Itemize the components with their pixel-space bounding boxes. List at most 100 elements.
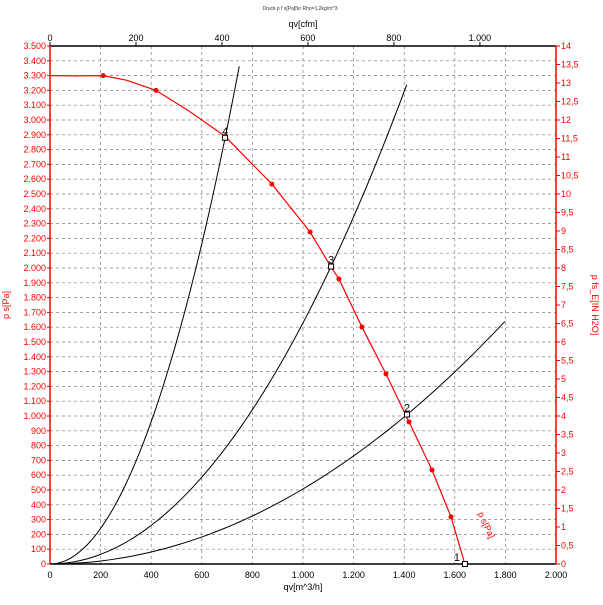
y2-tick-label: 13,5 xyxy=(561,60,579,70)
operating-point-label: 2 xyxy=(404,403,410,415)
x2-tick-label: 600 xyxy=(300,33,315,43)
y-tick-label: 2.500 xyxy=(23,189,46,199)
operating-point-label: 4 xyxy=(222,126,228,138)
y2-tick-label: 11,5 xyxy=(561,134,578,144)
x2-tick-label: 800 xyxy=(386,33,401,43)
y2-tick-label: 7 xyxy=(561,300,566,310)
fan-curve-marker xyxy=(448,514,454,520)
y2-tick-label: 2,5 xyxy=(561,467,574,477)
y-tick-label: 1.400 xyxy=(23,352,46,362)
y2-tick-label: 0 xyxy=(561,559,566,569)
fan-curve-marker xyxy=(336,276,342,282)
y-tick-label: 2.700 xyxy=(23,159,46,169)
y2-tick-label: 8,5 xyxy=(561,245,574,255)
y-tick-label: 800 xyxy=(31,441,46,451)
y2-tick-label: 4 xyxy=(561,411,566,421)
y-tick-label: 1.300 xyxy=(23,367,46,377)
fan-curve-marker xyxy=(429,467,435,473)
x-tick-label: 2.000 xyxy=(545,570,568,580)
y-tick-label: 1.800 xyxy=(23,293,46,303)
y-tick-label: 2.200 xyxy=(23,233,46,243)
y2-tick-label: 12 xyxy=(561,115,571,125)
x-tick-label: 1.400 xyxy=(393,570,416,580)
y-tick-label: 600 xyxy=(31,470,46,480)
x-tick-label: 0 xyxy=(47,570,52,580)
fan-curve-marker xyxy=(307,229,313,235)
y2-tick-label: 14 xyxy=(561,41,571,51)
y-tick-label: 3.000 xyxy=(23,115,46,125)
x-axis-label: qv[m^3/h] xyxy=(284,582,323,592)
operating-point xyxy=(461,561,468,567)
y-tick-label: 1.500 xyxy=(23,337,46,347)
fan-curve-label: p s[Pa] xyxy=(476,510,497,540)
fan-curve xyxy=(49,74,466,565)
system-curve xyxy=(49,321,506,565)
y-tick-label: 900 xyxy=(31,426,46,436)
y-tick-label: 3.400 xyxy=(23,56,46,66)
y-tick-label: 300 xyxy=(31,515,46,525)
x-tick-label: 1.600 xyxy=(444,570,467,580)
y2-tick-label: 13 xyxy=(561,78,571,88)
y-tick-label: 1.700 xyxy=(23,307,46,317)
y-tick-label: 3.300 xyxy=(23,71,46,81)
y2-tick-label: 10 xyxy=(561,189,571,199)
y-tick-label: 2.900 xyxy=(23,130,46,140)
x-tick-label: 800 xyxy=(245,570,260,580)
x-tick-label: 1.000 xyxy=(292,570,315,580)
operating-point-label: 1 xyxy=(454,552,460,564)
fan-curve-marker xyxy=(100,73,106,79)
y-tick-label: 2.400 xyxy=(23,204,46,214)
x2-tick-label: 0 xyxy=(47,33,52,43)
y-tick-label: 3.200 xyxy=(23,85,46,95)
y-tick-label: 400 xyxy=(31,500,46,510)
fan-curve-marker xyxy=(153,87,159,93)
y2-tick-label: 10,5 xyxy=(561,171,579,181)
y2-axis-label: p fs_E[IN H2O] xyxy=(590,275,600,336)
y2-tick-label: 6,5 xyxy=(561,319,574,329)
operating-point-label: 3 xyxy=(328,255,334,267)
y-tick-label: 0 xyxy=(41,559,46,569)
y-tick-label: 3.500 xyxy=(23,41,46,51)
chart-title: Druck p f s[Pa]für Rho=1,2kg/m^3 xyxy=(262,6,337,12)
y2-tick-label: 1 xyxy=(561,522,566,532)
x2-tick-label: 200 xyxy=(128,33,143,43)
x-tick-label: 600 xyxy=(194,570,209,580)
y-tick-label: 2.800 xyxy=(23,145,46,155)
y2-tick-label: 11 xyxy=(561,152,570,162)
y2-tick-label: 1,5 xyxy=(561,504,574,514)
y-tick-label: 500 xyxy=(31,485,46,495)
y2-tick-label: 3 xyxy=(561,448,566,458)
y-tick-label: 2.600 xyxy=(23,174,46,184)
y2-tick-label: 0,5 xyxy=(561,541,574,551)
y-tick-label: 200 xyxy=(31,529,46,539)
y-tick-label: 2.000 xyxy=(23,263,46,273)
y2-tick-label: 9,5 xyxy=(561,208,574,218)
y2-tick-label: 9 xyxy=(561,226,566,236)
y2-tick-label: 7,5 xyxy=(561,282,574,292)
y2-tick-label: 5,5 xyxy=(561,356,574,366)
y2-tick-label: 2 xyxy=(561,485,566,495)
fan-curve-marker xyxy=(269,181,275,187)
y2-tick-label: 12,5 xyxy=(561,97,579,107)
x2-tick-label: 1.000 xyxy=(469,33,492,43)
x-tick-label: 400 xyxy=(144,570,159,580)
operating-point xyxy=(222,134,229,141)
y2-tick-label: 4,5 xyxy=(561,393,574,403)
system-curve xyxy=(49,66,240,565)
operating-point xyxy=(328,263,335,270)
x2-axis-label: qv[cfm] xyxy=(288,19,317,29)
y-tick-label: 3.100 xyxy=(23,100,46,110)
y-tick-label: 1.900 xyxy=(23,278,46,288)
x-tick-label: 1.200 xyxy=(342,570,365,580)
y2-tick-label: 6 xyxy=(561,337,566,347)
y-tick-label: 1.600 xyxy=(23,322,46,332)
system-curve xyxy=(49,84,408,565)
x-tick-label: 1.800 xyxy=(494,570,517,580)
y-tick-label: 2.100 xyxy=(23,248,46,258)
y-tick-label: 1.000 xyxy=(23,411,46,421)
operating-point xyxy=(403,411,410,418)
y-tick-label: 1.200 xyxy=(23,381,46,391)
fan-curve-marker xyxy=(383,371,389,377)
x2-tick-label: 400 xyxy=(214,33,229,43)
